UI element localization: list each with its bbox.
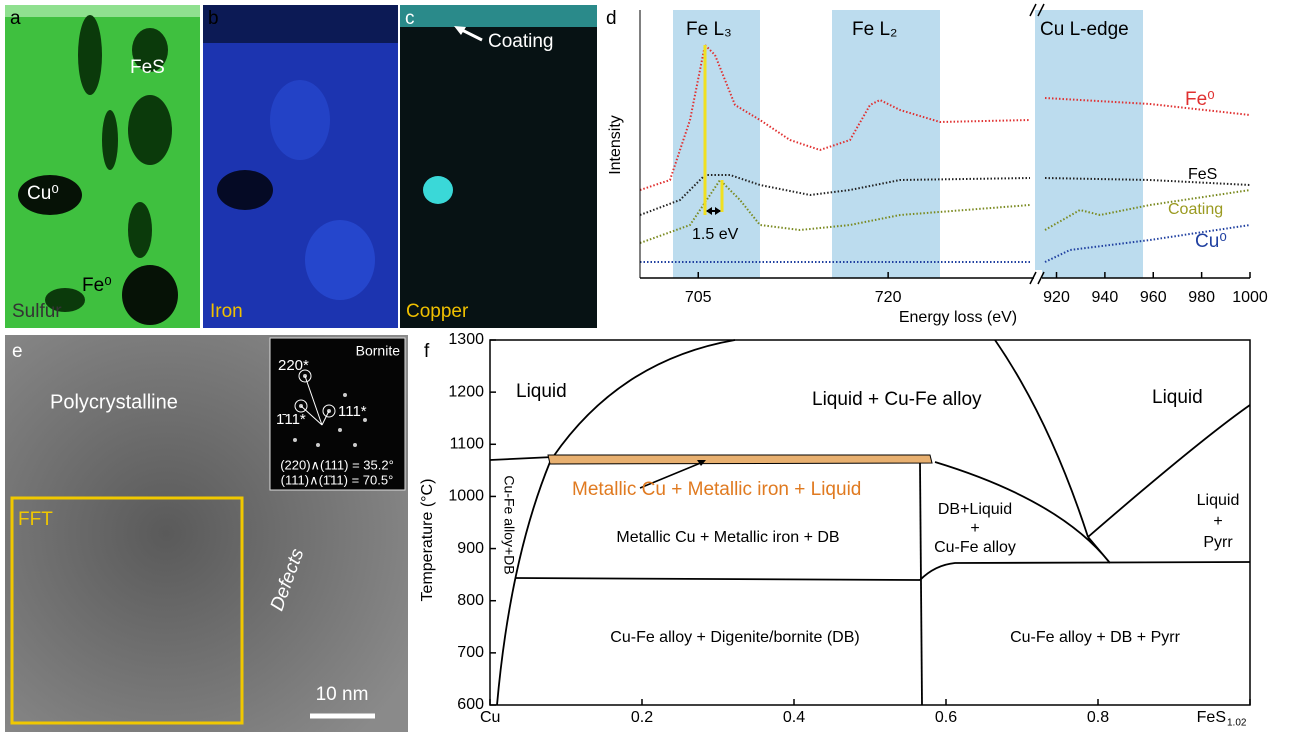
spot-label: 220* (278, 357, 309, 374)
region-label: + (970, 520, 979, 537)
annotation: Coating (488, 31, 554, 52)
x-tick-label: 0.4 (783, 709, 805, 726)
x-tick-label: 940 (1092, 289, 1119, 306)
x-tick-label: 0.6 (935, 709, 957, 726)
x-tick-label: 0.2 (631, 709, 653, 726)
panel-letter: f (424, 341, 430, 362)
y-tick-label: 900 (457, 540, 484, 557)
element-label: Copper (406, 301, 469, 322)
x-tick-subscript: 1.02 (1227, 718, 1247, 729)
region-label: Cu-Fe alloy + DB + Pyrr (1010, 629, 1181, 646)
spot-label: 1̄11* (276, 411, 306, 428)
inset-title: Bornite (356, 343, 401, 359)
y-axis-label: Intensity (607, 115, 624, 175)
band-label: Fe L₂ (852, 19, 897, 40)
panel-letter: c (405, 8, 415, 29)
angle-label: (111)∧(1̄11) = 70.5° (281, 472, 394, 487)
y-tick-label: 1200 (448, 383, 484, 400)
x-tick-label: FeS (1197, 709, 1226, 726)
legend-label: Cu⁰ (1195, 231, 1227, 252)
y-tick-label: 1000 (448, 488, 484, 505)
legend-label: Fe⁰ (1185, 89, 1215, 110)
x-tick-label: 920 (1043, 289, 1070, 306)
panel-a: a FeS Cu⁰ Fe⁰ Sulfur (5, 5, 200, 328)
y-tick-label: 800 (457, 592, 484, 609)
x-tick-label: 705 (685, 289, 712, 306)
phase-label: Cu⁰ (27, 183, 59, 204)
legend-label: Coating (1168, 201, 1223, 218)
x-tick-label: 960 (1140, 289, 1167, 306)
angle-label: (220)∧(111) = 35.2° (280, 457, 394, 472)
y-axis-label: Temperature (°C) (419, 479, 436, 602)
y-tick-label: 1100 (450, 436, 485, 453)
phase-label: FeS (130, 57, 165, 78)
region-label: Liquid (1152, 387, 1203, 408)
element-label: Iron (210, 301, 243, 322)
figure: a FeS Cu⁰ Fe⁰ Sulfur b Iron c Coating Co… (0, 0, 1293, 734)
region-label: + (1213, 513, 1222, 530)
region-label: Cu-Fe alloy (934, 539, 1016, 556)
element-label: Sulfur (12, 301, 62, 322)
region-label: Polycrystalline (50, 391, 178, 413)
panel-letter: d (606, 8, 617, 29)
region-label: Metallic Cu + Metallic iron + DB (616, 529, 839, 546)
region-label: Liquid (516, 381, 567, 402)
panel-letter: e (12, 341, 23, 362)
scale-bar-label: 10 nm (316, 684, 369, 705)
x-tick-label: 980 (1188, 289, 1215, 306)
y-tick-label: 1300 (448, 331, 484, 348)
panel-d: d Fe L₃ Fe L₂ Cu L-edge 1.5 eV Fe⁰ FeS C… (606, 4, 1268, 326)
shift-label: 1.5 eV (692, 226, 739, 243)
region-label: Metallic Cu + Metallic iron + Liquid (572, 479, 861, 500)
region-label: Cu-Fe alloy+DB (501, 475, 517, 574)
region-label: DB+Liquid (938, 501, 1012, 518)
panel-e: e Polycrystalline FFT Defects 10 nm Born… (5, 335, 408, 732)
x-axis-label: Energy loss (eV) (899, 309, 1017, 326)
x-tick-label: Cu (480, 709, 500, 726)
copper-map (400, 5, 597, 328)
y-tick-label: 700 (457, 644, 484, 661)
region-label: Pyrr (1203, 534, 1233, 551)
band-label: Fe L₃ (686, 19, 732, 40)
panel-f: f Liquid Liquid + Cu-Fe alloy Liquid Met… (419, 331, 1250, 728)
legend-label: FeS (1188, 166, 1217, 183)
region-label: Liquid (1197, 492, 1240, 509)
panel-letter: b (208, 8, 219, 29)
region-label: Liquid + Cu-Fe alloy (812, 389, 982, 410)
x-tick-label: 720 (875, 289, 902, 306)
region-label: FFT (18, 509, 53, 530)
x-tick-label: 0.8 (1087, 709, 1109, 726)
band-label: Cu L-edge (1040, 19, 1129, 40)
panel-c: c Coating Copper (400, 5, 597, 328)
region-label: Cu-Fe alloy + Digenite/bornite (DB) (610, 629, 859, 646)
panel-letter: a (10, 8, 21, 29)
panel-b: b Iron (203, 5, 398, 328)
spot-label: 111* (338, 403, 367, 420)
phase-label: Fe⁰ (82, 275, 112, 296)
x-tick-label: 1000 (1232, 289, 1268, 306)
